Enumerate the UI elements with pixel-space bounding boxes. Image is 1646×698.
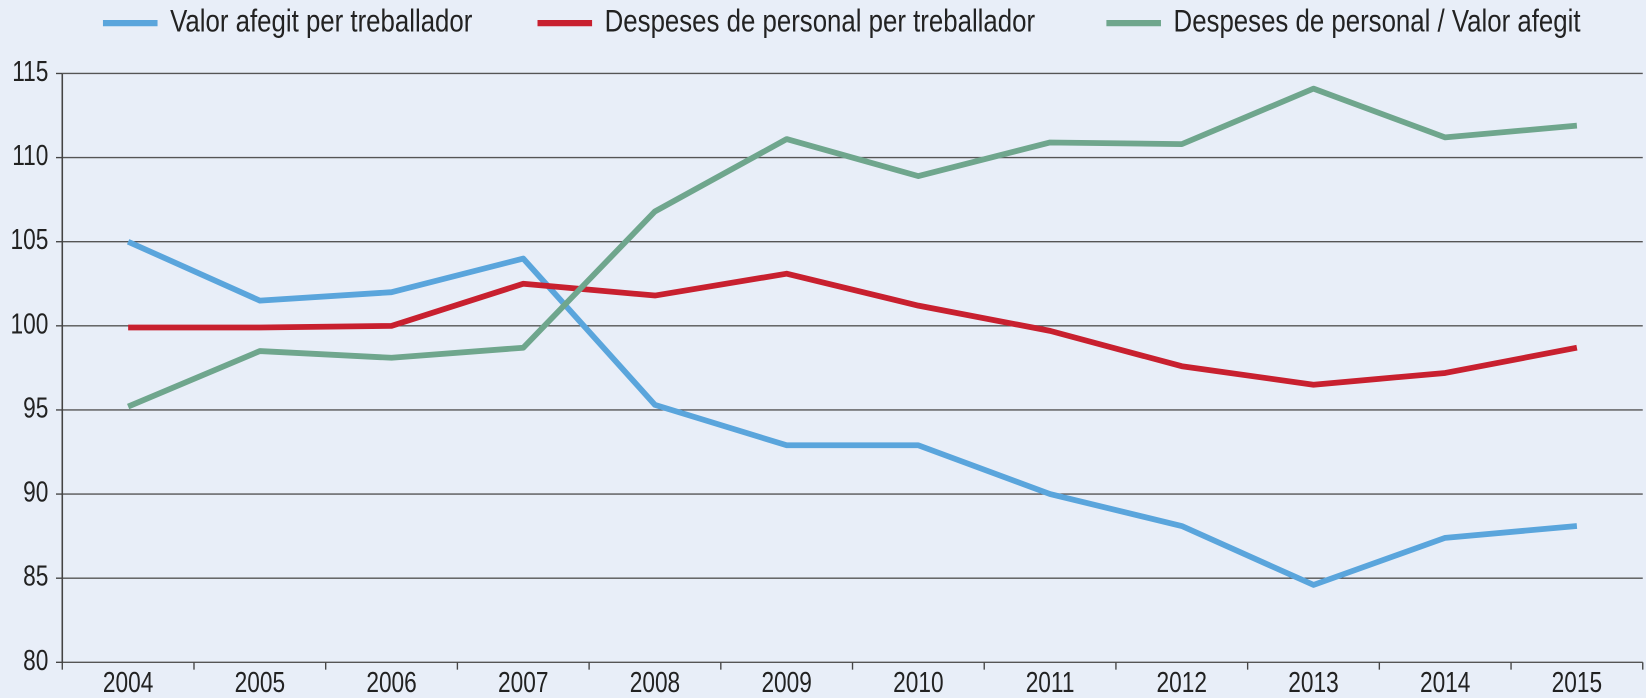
series-line [126,239,1578,588]
y-tick-label: 85 [23,561,48,592]
legend-label: Despeses de personal / Valor afegit [1174,4,1581,39]
x-tick-label: 2007 [498,668,548,698]
series-line [127,85,1578,410]
x-tick-label: 2015 [1552,668,1602,698]
series-line [128,270,1578,388]
y-tick-label: 80 [23,646,48,677]
y-tick-label: 105 [11,225,49,256]
x-tick-label: 2012 [1157,668,1207,698]
y-tick-label: 90 [23,477,48,508]
y-tick-label: 100 [11,309,49,340]
x-tick-label: 2006 [366,668,416,698]
legend-label: Valor afegit per treballador [170,4,473,39]
x-tick-label: 2004 [103,668,153,698]
y-tick-label: 110 [12,141,48,172]
legend-label: Despeses de personal per treballador [605,4,1036,39]
x-tick-label: 2009 [761,668,811,698]
x-tick-label: 2005 [235,668,285,698]
x-tick-label: 2013 [1288,668,1338,698]
y-tick-label: 115 [12,57,48,88]
y-tick-label: 95 [23,393,48,424]
x-tick-label: 2008 [630,668,680,698]
x-tick-label: 2014 [1420,668,1470,698]
x-tick-label: 2011 [1026,668,1075,698]
x-tick-label: 2010 [893,668,943,698]
